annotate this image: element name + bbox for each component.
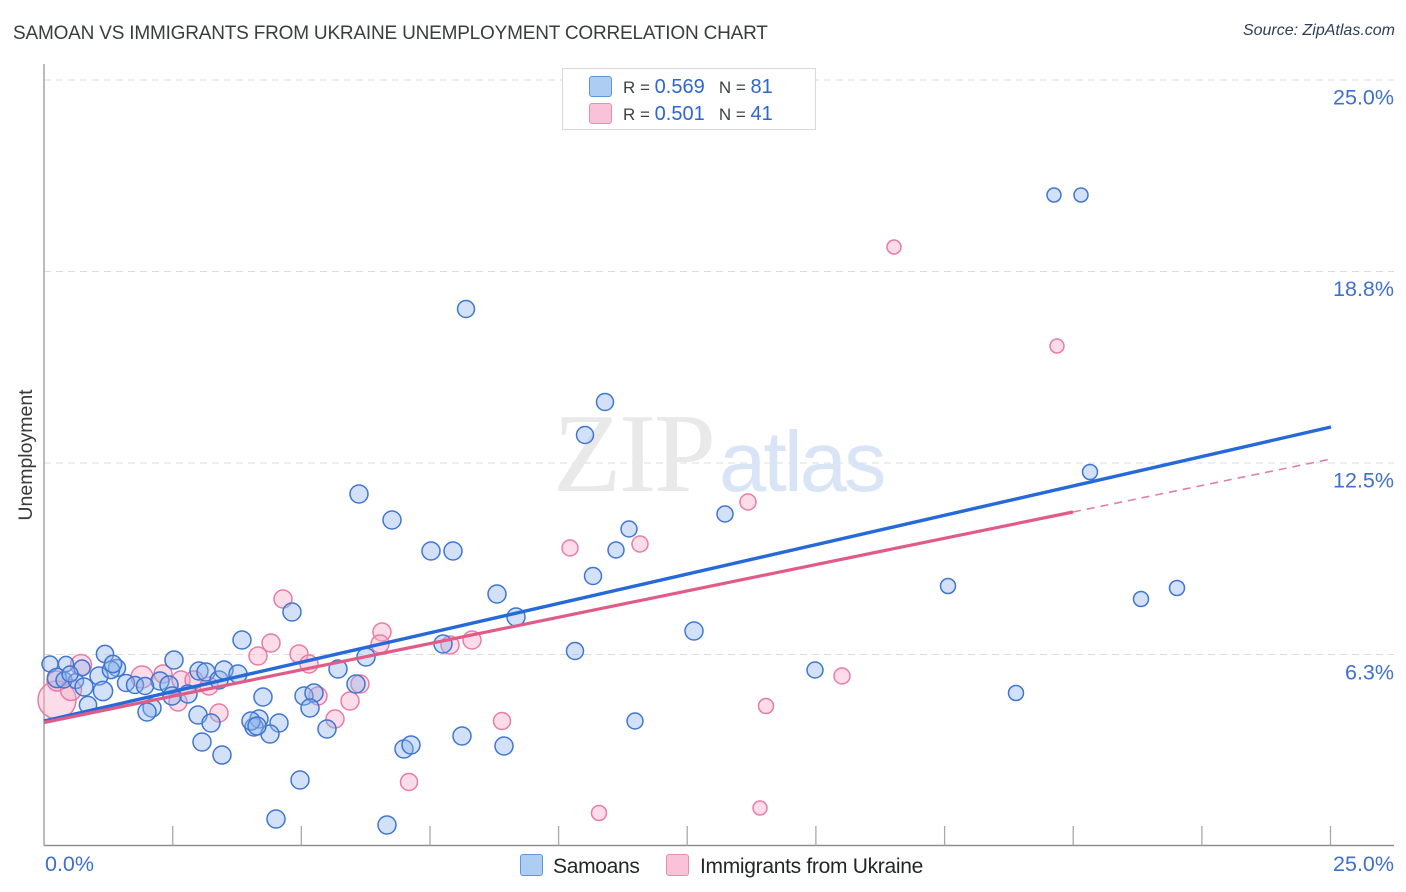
svg-text:ZIP: ZIP — [553, 392, 714, 516]
svg-text:25.0%: 25.0% — [1333, 852, 1394, 876]
svg-text:Unemployment: Unemployment — [15, 389, 37, 521]
svg-text:25.0%: 25.0% — [1333, 86, 1394, 110]
svg-text:12.5%: 12.5% — [1333, 469, 1394, 493]
svg-text:6.3%: 6.3% — [1345, 661, 1394, 685]
svg-text:18.8%: 18.8% — [1333, 277, 1394, 301]
svg-text:0.0%: 0.0% — [45, 852, 94, 876]
